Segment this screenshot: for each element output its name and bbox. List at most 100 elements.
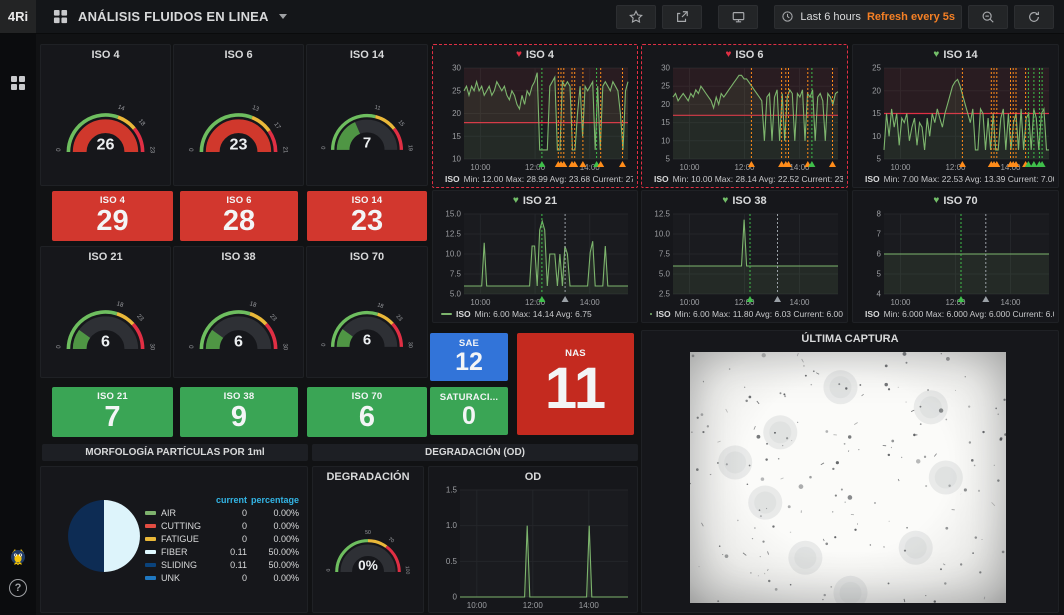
- chart-legend[interactable]: ISO Min: 12.00 Max: 28.99 Avg: 23.68 Cur…: [445, 173, 633, 184]
- svg-text:10:00: 10:00: [470, 298, 491, 307]
- tv-mode-button[interactable]: [718, 4, 759, 29]
- svg-text:20: 20: [661, 100, 670, 109]
- time-series-iso14[interactable]: 10:00 12:00 14:00 5 10 15 20 25: [857, 63, 1054, 172]
- time-series-iso21[interactable]: 10:00 12:00 14:00 5.0 7.5 10.0 12.5 15.0: [437, 209, 633, 307]
- time-series-iso70[interactable]: 10:00 12:00 14:00 4 5 6 7 8: [857, 209, 1054, 307]
- pie-legend-row[interactable]: FIBER 0.11 50.00%: [145, 545, 299, 558]
- panel-chart-iso21: ♥ ISO 21 10:00 12:00 14:00 5.0 7.5 10.0 12.5 15…: [432, 190, 638, 323]
- panel-title[interactable]: OD: [433, 469, 633, 485]
- panel-title[interactable]: ISO 14: [311, 47, 423, 63]
- stat-value: 9: [230, 401, 248, 434]
- sidebar-dashboards-icon[interactable]: [8, 73, 28, 93]
- panel-title[interactable]: ♥ ISO 4: [437, 47, 633, 63]
- gauge-iso70: 0 18 23 30 6: [321, 302, 413, 349]
- panel-chart-iso14: ♥ ISO 14 10:00 12:00 14:00 5 10 15 20 25 ISO Mi…: [852, 44, 1059, 188]
- stat-value: 0: [462, 402, 476, 431]
- zoom-out-button[interactable]: [968, 4, 1008, 29]
- panel-title[interactable]: ISO 6: [178, 47, 299, 63]
- svg-text:20: 20: [452, 109, 461, 118]
- time-series-iso4[interactable]: 10:00 12:00 14:00 10 15 20 25 30: [437, 63, 633, 172]
- svg-text:6: 6: [363, 332, 371, 349]
- stat-title: NAS: [565, 348, 586, 360]
- panel-title-text: ISO 21: [88, 251, 123, 263]
- legend-name: FATIGUE: [161, 533, 199, 544]
- svg-text:25: 25: [452, 86, 461, 95]
- stat-nas[interactable]: NAS 11: [517, 333, 634, 435]
- app-logo[interactable]: 4Ri: [0, 0, 36, 33]
- navbar: 4Ri ANÁLISIS FLUIDOS EN LINEA Last 6 hou…: [0, 0, 1064, 34]
- svg-text:14:00: 14:00: [1000, 163, 1021, 172]
- stat-iso70[interactable]: ISO 70 6: [307, 387, 427, 437]
- stat-saturacion[interactable]: SATURACI... 0: [430, 387, 508, 435]
- pie-legend-row[interactable]: AIR 0 0.00%: [145, 506, 299, 519]
- svg-text:15: 15: [452, 132, 461, 141]
- stat-iso38[interactable]: ISO 38 9: [180, 387, 298, 437]
- panel-title[interactable]: ISO 38: [178, 249, 299, 265]
- pie-legend-row[interactable]: FATIGUE 0 0.00%: [145, 532, 299, 545]
- panel-title[interactable]: ♥ ISO 21: [437, 193, 633, 209]
- caret-down-icon[interactable]: [278, 14, 287, 19]
- stat-value: 29: [96, 205, 129, 238]
- row-header-morfologia[interactable]: MORFOLOGÍA PARTÍCULAS POR 1ml: [42, 444, 308, 461]
- panel-title[interactable]: ÚLTIMA CAPTURA: [642, 331, 1058, 347]
- gauge-degradacion: 0 50 70 100 0%: [326, 530, 410, 575]
- pie-chart[interactable]: [67, 499, 141, 573]
- stat-value: 12: [455, 348, 483, 377]
- panel-morfologia-pie: current percentage AIR 0 0.00% CUTTING 0…: [40, 466, 308, 613]
- panel-title-text: ISO 70: [943, 195, 978, 207]
- stat-sae[interactable]: SAE 12: [430, 333, 508, 381]
- chart-legend[interactable]: ISO Min: 6.000 Max: 6.000 Avg: 6.000 Cur…: [865, 308, 1054, 319]
- stat-title: SAE: [458, 338, 480, 350]
- stat-title: ISO 38: [223, 391, 255, 403]
- row-header-degradacion[interactable]: DEGRADACIÓN (OD): [312, 444, 638, 461]
- panel-title[interactable]: ♥ ISO 70: [857, 193, 1054, 209]
- stat-iso6[interactable]: ISO 6 28: [180, 191, 298, 241]
- panel-title-text: ISO 70: [349, 251, 385, 263]
- time-series-od[interactable]: 10:00 12:00 14:00 0 0.5 1.0 1.5: [433, 485, 633, 610]
- mascot-icon[interactable]: [8, 546, 28, 566]
- panel-title[interactable]: ISO 4: [45, 47, 166, 63]
- svg-text:5: 5: [877, 270, 882, 279]
- legend-header-current[interactable]: current: [215, 494, 247, 505]
- chart-legend[interactable]: ISO Min: 6.00 Max: 11.80 Avg: 6.03 Curre…: [646, 307, 843, 320]
- chart-legend[interactable]: ISO Min: 7.00 Max: 22.53 Avg: 13.39 Curr…: [865, 173, 1054, 184]
- legend-header-percentage[interactable]: percentage: [250, 494, 299, 505]
- dashboard-title[interactable]: ANÁLISIS FLUIDOS EN LINEA: [78, 9, 269, 24]
- time-picker-button[interactable]: Last 6 hours Refresh every 5s: [774, 4, 962, 29]
- chart-legend[interactable]: ISO Min: 6.00 Max: 14.14 Avg: 6.75: [437, 307, 633, 320]
- alert-heart-icon: ♥: [725, 49, 732, 60]
- chart-legend[interactable]: ISO Min: 10.00 Max: 28.14 Avg: 22.52 Cur…: [654, 173, 843, 184]
- panel-chart-iso70: ♥ ISO 70 10:00 12:00 14:00 4 5 6 7 8 ISO Min: 6…: [852, 190, 1059, 323]
- legend-swatch: [145, 562, 156, 567]
- stat-iso14[interactable]: ISO 14 23: [307, 191, 427, 241]
- panel-title-text: ISO 4: [525, 49, 555, 61]
- svg-text:0: 0: [189, 344, 195, 348]
- legend-current: 0.11: [230, 546, 247, 557]
- refresh-button[interactable]: [1014, 4, 1054, 29]
- dashboard-grid-icon[interactable]: [50, 7, 70, 27]
- stat-iso21[interactable]: ISO 21 7: [52, 387, 173, 437]
- gauge-iso21: 0 18 23 30 6: [56, 301, 154, 351]
- panel-title[interactable]: ♥ ISO 14: [857, 47, 1054, 63]
- share-button[interactable]: [662, 4, 703, 29]
- alert-heart-icon: ♥: [515, 49, 522, 60]
- svg-text:10: 10: [661, 136, 670, 145]
- panel-title[interactable]: ISO 70: [311, 249, 423, 265]
- series-swatch: [650, 312, 652, 315]
- panel-title[interactable]: DEGRADACIÓN: [317, 469, 419, 485]
- panel-title[interactable]: ISO 21: [45, 249, 166, 265]
- pie-legend-row[interactable]: UNK 0 0.00%: [145, 571, 299, 584]
- time-series-iso6[interactable]: 10:00 12:00 14:00 5 10 15 20 25 30: [646, 63, 843, 172]
- legend-name: CUTTING: [161, 520, 201, 531]
- pie-legend-row[interactable]: CUTTING 0 0.00%: [145, 519, 299, 532]
- panel-title[interactable]: ♥ ISO 38: [646, 193, 843, 209]
- svg-text:19: 19: [407, 145, 413, 152]
- stat-iso4[interactable]: ISO 4 29: [52, 191, 173, 241]
- panel-title[interactable]: ♥ ISO 6: [646, 47, 843, 63]
- zoom-out-icon: [982, 11, 994, 23]
- pie-legend-row[interactable]: SLIDING 0.11 50.00%: [145, 558, 299, 571]
- help-icon[interactable]: ?: [8, 578, 28, 598]
- star-button[interactable]: [616, 4, 657, 29]
- time-series-iso38[interactable]: 10:00 12:00 14:00 2.5 5.0 7.5 10.0 12.5: [646, 209, 843, 307]
- panel-ultima-captura: ÚLTIMA CAPTURA: [641, 330, 1059, 613]
